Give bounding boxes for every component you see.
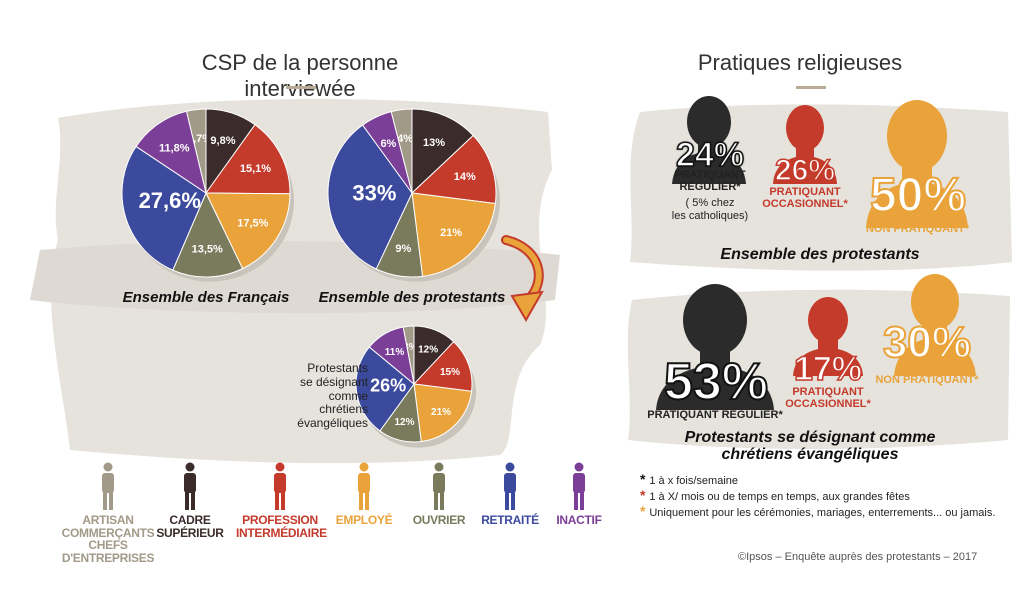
non-practitioner-head-icon [866, 100, 968, 228]
footnote: * 1 à x fois/semaine [640, 471, 738, 487]
pie-data-label: 21% [431, 407, 451, 418]
pie-data-label: 33% [352, 181, 396, 206]
pie-slice-6 [121, 145, 207, 271]
pie-data-label: 11,8% [159, 143, 190, 155]
regular-practitioner-head-icon [672, 96, 746, 184]
legend-item: RETRAITÉ [466, 462, 554, 527]
occasional-practitioner-head-icon [793, 297, 863, 376]
group2-subtitle: Protestants se désignant comme chrétiens… [684, 429, 936, 463]
pie-slice-2 [411, 108, 474, 195]
legend-item: CADRE SUPÉRIEUR [146, 462, 234, 539]
group1-occasional-pct: 26% [774, 153, 836, 188]
right-title-rule [796, 86, 826, 89]
pie-data-label: 9% [395, 243, 411, 255]
pie-slice-6 [355, 346, 415, 432]
non-practitioner-head-icon [894, 274, 976, 376]
pie-slice-3 [410, 134, 497, 205]
legend-item: PROFESSION INTERMÉDIAIRE [236, 462, 327, 540]
pie-data-label: 15% [440, 367, 460, 378]
group1-regular-label: PRATIQUANT RÉGULIER* [674, 169, 746, 193]
group1-subtitle: Ensemble des protestants [720, 246, 920, 263]
pie-slice-7 [361, 111, 413, 194]
pie-data-label: 9,8% [210, 135, 235, 147]
legend-label: OUVRIER [412, 513, 466, 527]
legend-label: RETRAITÉ [481, 513, 539, 527]
professional-figure-icon [274, 462, 286, 510]
retiree-figure-icon [504, 462, 516, 510]
pie-data-label: 27,6% [139, 188, 201, 213]
group2-regular-pct: 53% [663, 352, 769, 412]
legend-label: INTERMÉDIAIRE [236, 525, 327, 540]
legend-label: CHEFS D'ENTREPRISES [61, 538, 155, 565]
pie-title: Ensemble des protestants [319, 289, 506, 306]
inactive-figure-icon [573, 462, 585, 510]
legend-item: INACTIF [535, 462, 623, 527]
pie-data-label: 14% [454, 171, 476, 183]
legend-label: PROFESSION [242, 513, 318, 527]
group2-regular-label: PRATIQUANT RÉGULIER* [647, 409, 783, 421]
legend-label: SUPÉRIEUR [156, 525, 224, 540]
pie-slice-4 [411, 192, 496, 277]
group1-non-label: NON PRATIQUANT* [865, 223, 970, 235]
pie-title: Ensemble des Français [123, 289, 290, 306]
pie-data-label: 17,5% [237, 218, 268, 230]
footnote: * 1 à X/ mois ou de temps en temps, aux … [640, 487, 910, 503]
pie-data-label: 15,1% [240, 163, 271, 175]
executive-figure-icon [184, 462, 196, 510]
legend-label: CADRE [169, 513, 211, 527]
group1-regular-note: ( 5% chez les catholiques) [671, 197, 749, 222]
pie-data-label: 3% [403, 342, 418, 353]
legend-label: ARTISAN COMMERÇANTS [61, 513, 155, 540]
pie-data-label: 26% [370, 375, 406, 395]
legend-item: ARTISAN COMMERÇANTS CHEFS D'ENTREPRISES [52, 462, 164, 564]
pie-slice-4 [413, 383, 473, 443]
pie-data-label: 12% [418, 344, 438, 355]
pie-data-label: 21% [440, 227, 462, 239]
pie-slice-4 [205, 192, 291, 270]
group2-non-label: NON PRATIQUANT* [875, 374, 979, 386]
employee-figure-icon [358, 462, 370, 510]
group2-occasional-pct: 17% [793, 349, 863, 389]
occasional-practitioner-head-icon [773, 105, 837, 184]
evangelical-pie-label: Protestants se désignant comme chrétiens… [297, 361, 368, 431]
pie-slice-6 [327, 124, 413, 270]
footnote: * Uniquement pour les cérémonies, mariag… [640, 503, 996, 519]
group2-non-pct: 30% [882, 317, 972, 368]
pie-slice-7 [368, 326, 415, 386]
group1-regular-pct: 24% [675, 135, 745, 175]
group1-occasional-label: PRATIQUANT OCCASIONNEL* [762, 186, 848, 210]
left-title-rule [286, 86, 316, 89]
arrow-head [510, 290, 544, 322]
worker-figure-icon [433, 462, 445, 510]
pie-data-label: 6% [380, 138, 396, 150]
merchant-figure-icon [102, 462, 114, 510]
right-title: Pratiques religieuses [697, 50, 903, 75]
regular-practitioner-head-icon [656, 284, 774, 410]
pie-slice-7 [135, 110, 207, 195]
pie-data-label: 13,5% [192, 243, 223, 255]
pie-data-label: 13% [423, 137, 445, 149]
group2-occasional-label: PRATIQUANT OCCASIONNEL* [785, 386, 871, 410]
legend-item: EMPLOYÉ [320, 462, 408, 527]
pie-slice-3 [412, 341, 473, 392]
legend-label: INACTIF [556, 513, 602, 527]
pie-data-label: 4% [397, 133, 413, 145]
group1-non-pct: 50% [869, 168, 967, 223]
legend-label: EMPLOYÉ [335, 513, 393, 527]
pie-data-label: 11% [385, 347, 405, 358]
pie-data-label: 12% [394, 417, 414, 428]
pie-slice-5 [172, 191, 244, 278]
legend-item: OUVRIER [395, 462, 483, 527]
source-note: ©Ipsos – Enquête auprès des protestants … [738, 551, 978, 563]
pie-slice-3 [205, 124, 291, 195]
